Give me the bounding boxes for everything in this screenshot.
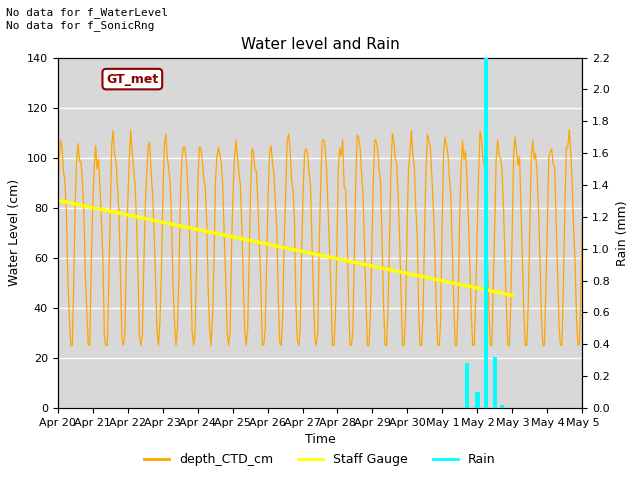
Legend: depth_CTD_cm, Staff Gauge, Rain: depth_CTD_cm, Staff Gauge, Rain: [140, 448, 500, 471]
X-axis label: Time: Time: [305, 433, 335, 446]
Title: Water level and Rain: Water level and Rain: [241, 37, 399, 52]
Text: No data for f_WaterLevel
No data for f_SonicRng: No data for f_WaterLevel No data for f_S…: [6, 7, 168, 31]
Bar: [493, 357, 497, 408]
Bar: [500, 405, 504, 408]
Y-axis label: Rain (mm): Rain (mm): [616, 200, 628, 265]
Bar: [58, 208, 582, 358]
Bar: [484, 58, 488, 408]
Bar: [465, 363, 469, 408]
Y-axis label: Water Level (cm): Water Level (cm): [8, 179, 21, 287]
Text: GT_met: GT_met: [106, 72, 159, 85]
Bar: [476, 392, 479, 408]
